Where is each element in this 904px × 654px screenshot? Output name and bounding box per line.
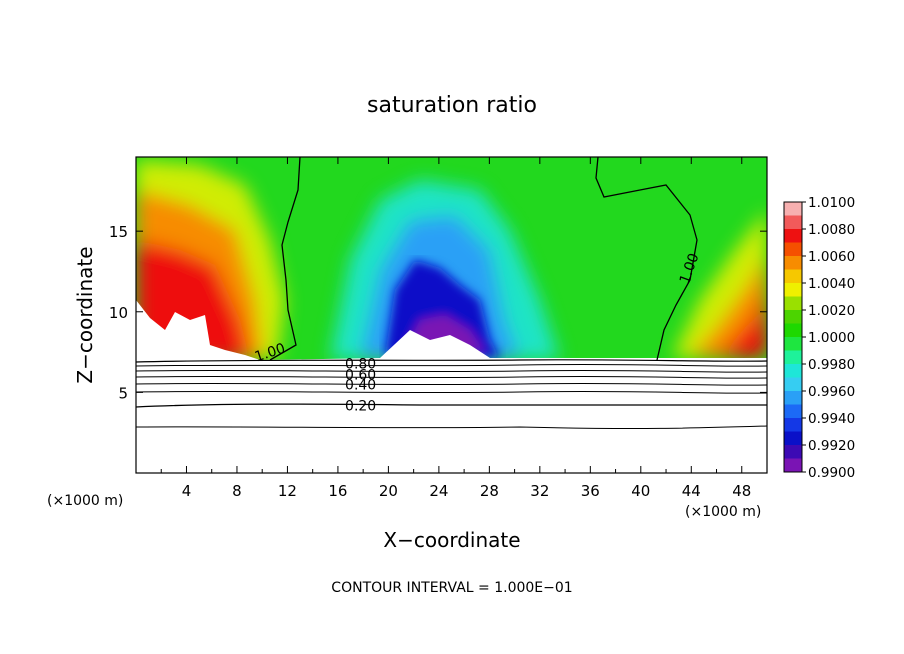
colorbar-label: 0.9980 bbox=[808, 357, 855, 373]
x-tick-label: 40 bbox=[631, 482, 650, 500]
contour-0p40 bbox=[136, 382, 767, 386]
x-tick-label: 28 bbox=[480, 482, 499, 500]
colorbar-swatch bbox=[784, 310, 802, 324]
x-axis-label: X−coordinate bbox=[383, 528, 520, 552]
x-tick-label: 32 bbox=[530, 482, 549, 500]
y-tick-label: 10 bbox=[109, 304, 128, 322]
contour-0p50 bbox=[136, 375, 767, 379]
colorbar: 1.0100 1.0080 1.0060 1.0040 1.0020 1.0000 0.99… bbox=[783, 195, 855, 481]
field-high-right-peak bbox=[715, 290, 767, 358]
colorbar-label: 1.0080 bbox=[808, 222, 855, 238]
colorbar-label: 0.9960 bbox=[808, 384, 855, 400]
contour-lines bbox=[136, 157, 767, 430]
colorbar-swatch bbox=[784, 431, 802, 446]
saturation-field bbox=[136, 157, 767, 473]
x-tick-label: 16 bbox=[328, 482, 347, 500]
colorbar-label: 1.0040 bbox=[808, 276, 855, 292]
colorbar-swatch bbox=[784, 350, 802, 365]
x-tick-label: 24 bbox=[429, 482, 448, 500]
colorbar-label: 0.9900 bbox=[808, 465, 855, 481]
x-tick-label: 8 bbox=[232, 482, 242, 500]
colorbar-label: 0.9920 bbox=[808, 438, 855, 454]
contour-0p80 bbox=[136, 359, 767, 363]
x-tick-label: 20 bbox=[379, 482, 398, 500]
y-axis-ticks: 5 10 15 bbox=[109, 223, 767, 402]
colorbar-swatch bbox=[784, 404, 802, 419]
contour-0p20 bbox=[136, 403, 767, 408]
contour-0p30 bbox=[136, 390, 767, 394]
colorbar-label: 1.0000 bbox=[808, 330, 855, 346]
x-tick-label: 36 bbox=[581, 482, 600, 500]
colorbar-label: 1.0100 bbox=[808, 195, 855, 211]
x-unit-right: (×1000 m) bbox=[685, 504, 761, 520]
contour-0p70 bbox=[136, 363, 767, 367]
x-unit-left: (×1000 m) bbox=[47, 493, 123, 509]
colorbar-swatch bbox=[784, 229, 802, 243]
y-tick-label: 5 bbox=[118, 384, 128, 402]
colorbar-swatch bbox=[784, 256, 802, 270]
colorbar-swatch bbox=[784, 242, 802, 257]
y-tick-label: 15 bbox=[109, 223, 128, 241]
colorbar-swatch bbox=[784, 445, 802, 459]
colorbar-swatch bbox=[784, 283, 802, 297]
colorbar-label: 1.0060 bbox=[808, 249, 855, 265]
contour-interval-footer: CONTOUR INTERVAL = 1.000E−01 bbox=[331, 580, 572, 596]
colorbar-swatch bbox=[784, 202, 802, 216]
colorbar-swatch bbox=[784, 391, 802, 405]
colorbar-swatch bbox=[784, 337, 802, 351]
y-axis-label: Z−coordinate bbox=[73, 246, 97, 383]
colorbar-swatch bbox=[784, 364, 802, 378]
x-tick-label: 44 bbox=[682, 482, 701, 500]
colorbar-swatch bbox=[784, 458, 802, 473]
x-tick-label: 48 bbox=[732, 482, 751, 500]
x-tick-label: 4 bbox=[182, 482, 192, 500]
contour-1p00-right bbox=[595, 157, 698, 361]
colorbar-swatch bbox=[784, 377, 802, 392]
colorbar-swatch bbox=[784, 269, 802, 284]
colorbar-swatch bbox=[784, 215, 802, 230]
contour-0p10 bbox=[136, 425, 767, 430]
x-tick-label: 12 bbox=[278, 482, 297, 500]
contour-label: 0.20 bbox=[345, 398, 376, 414]
colorbar-swatch bbox=[784, 418, 802, 432]
subsaturated-mask bbox=[136, 300, 767, 473]
colorbar-swatch bbox=[784, 323, 802, 338]
contour-label: 0.60 bbox=[345, 368, 376, 384]
chart-title: saturation ratio bbox=[367, 93, 537, 118]
contour-0p60 bbox=[136, 369, 767, 373]
colorbar-label: 0.9940 bbox=[808, 411, 855, 427]
plot-frame bbox=[135, 156, 768, 474]
x-axis-ticks: 4 8 12 16 20 24 28 32 36 40 44 48 bbox=[160, 157, 751, 500]
colorbar-swatch bbox=[784, 296, 802, 311]
colorbar-label: 1.0020 bbox=[808, 303, 855, 319]
contour-1p00-left bbox=[269, 157, 301, 361]
contour-label: 0.40 bbox=[345, 377, 376, 393]
plot-area: 1.001.000.800.600.400.20 bbox=[136, 157, 767, 473]
contour-label: 0.80 bbox=[345, 356, 376, 372]
